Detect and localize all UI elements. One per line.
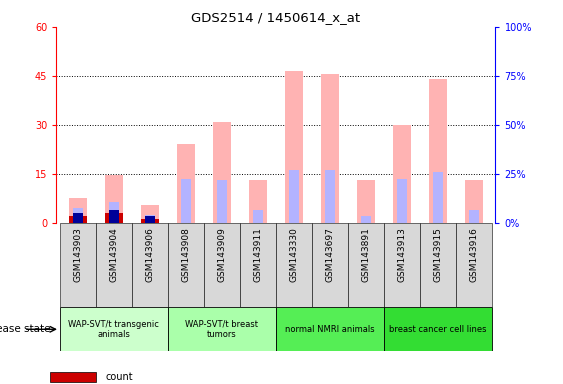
Text: count: count [105, 372, 133, 382]
Bar [420, 223, 456, 307]
Bar [321, 74, 339, 223]
Bar [96, 223, 132, 307]
Bar [384, 223, 420, 307]
Bar [132, 223, 168, 307]
Bar [253, 210, 263, 223]
Bar [289, 170, 299, 223]
Bar [469, 210, 479, 223]
Text: GSM143911: GSM143911 [253, 227, 262, 282]
Text: GSM143909: GSM143909 [217, 227, 226, 282]
Bar [109, 202, 119, 223]
Text: GSM143916: GSM143916 [470, 227, 479, 282]
Text: GSM143904: GSM143904 [109, 227, 118, 282]
Bar [249, 180, 267, 223]
Bar [348, 223, 384, 307]
Bar [384, 307, 492, 351]
Text: GSM143906: GSM143906 [145, 227, 154, 282]
Bar [285, 71, 303, 223]
Bar [105, 175, 123, 223]
Bar [456, 223, 492, 307]
Bar [217, 180, 227, 223]
Text: disease state: disease state [0, 324, 51, 334]
Bar [204, 223, 240, 307]
Text: GSM143903: GSM143903 [73, 227, 82, 282]
Bar [105, 213, 123, 223]
Bar [429, 79, 447, 223]
Bar [433, 172, 443, 223]
Title: GDS2514 / 1450614_x_at: GDS2514 / 1450614_x_at [191, 11, 360, 24]
Bar [276, 307, 384, 351]
Bar [393, 125, 411, 223]
Bar [181, 179, 191, 223]
Bar [361, 216, 371, 223]
Bar [69, 216, 87, 223]
Bar [276, 223, 312, 307]
Bar [60, 223, 96, 307]
Text: GSM143891: GSM143891 [361, 227, 370, 282]
Bar [168, 307, 276, 351]
Text: GSM143330: GSM143330 [289, 227, 298, 282]
Bar [109, 210, 119, 223]
Bar [240, 223, 276, 307]
Text: WAP-SVT/t breast
tumors: WAP-SVT/t breast tumors [185, 319, 258, 339]
Bar [69, 198, 87, 223]
Text: GSM143913: GSM143913 [397, 227, 406, 282]
Bar [168, 223, 204, 307]
Text: GSM143697: GSM143697 [325, 227, 334, 282]
Bar [465, 180, 483, 223]
Bar [357, 180, 375, 223]
Bar [141, 205, 159, 223]
Bar [50, 372, 96, 382]
Bar [73, 208, 83, 223]
Bar [177, 144, 195, 223]
Bar [312, 223, 348, 307]
Bar [60, 307, 168, 351]
Bar [145, 216, 155, 223]
Bar [325, 170, 335, 223]
Bar [397, 179, 407, 223]
Bar [213, 121, 231, 223]
Text: breast cancer cell lines: breast cancer cell lines [389, 325, 486, 334]
Text: WAP-SVT/t transgenic
animals: WAP-SVT/t transgenic animals [69, 319, 159, 339]
Text: normal NMRI animals: normal NMRI animals [285, 325, 374, 334]
Bar [73, 213, 83, 223]
Text: GSM143908: GSM143908 [181, 227, 190, 282]
Bar [141, 220, 159, 223]
Text: GSM143915: GSM143915 [434, 227, 443, 282]
Bar [145, 215, 155, 223]
